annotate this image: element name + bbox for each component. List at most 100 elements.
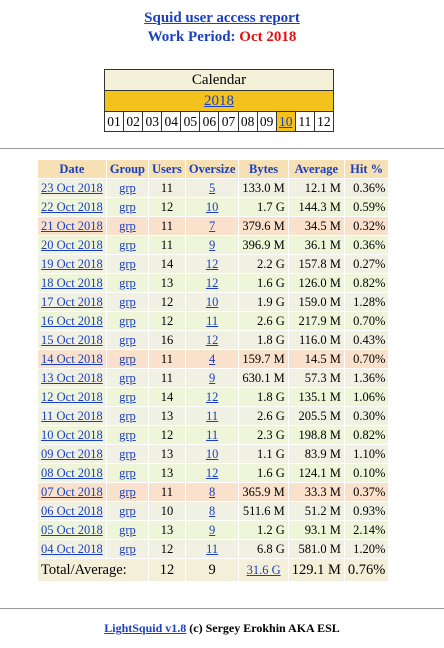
date-cell[interactable]: 05 Oct 2018 [38, 521, 106, 539]
oversize-cell[interactable]: 9 [185, 369, 239, 387]
oversize-link[interactable]: 12 [205, 256, 219, 271]
oversize-cell[interactable]: 12 [185, 331, 239, 349]
group-link[interactable]: grp [119, 541, 136, 556]
date-cell[interactable]: 12 Oct 2018 [38, 388, 106, 406]
oversize-cell[interactable]: 11 [185, 312, 239, 330]
date-link[interactable]: 07 Oct 2018 [41, 484, 103, 499]
date-link[interactable]: 21 Oct 2018 [41, 218, 103, 233]
date-cell[interactable]: 10 Oct 2018 [38, 426, 106, 444]
group-cell[interactable]: grp [106, 426, 149, 444]
group-link[interactable]: grp [119, 313, 136, 328]
date-cell[interactable]: 11 Oct 2018 [38, 407, 106, 425]
date-link[interactable]: 15 Oct 2018 [41, 332, 103, 347]
group-link[interactable]: grp [119, 408, 136, 423]
oversize-cell[interactable]: 12 [185, 255, 239, 273]
oversize-link[interactable]: 11 [206, 541, 219, 556]
date-cell[interactable]: 06 Oct 2018 [38, 502, 106, 520]
oversize-link[interactable]: 12 [205, 275, 219, 290]
oversize-cell[interactable]: 11 [185, 426, 239, 444]
group-link[interactable]: grp [119, 465, 136, 480]
date-cell[interactable]: 09 Oct 2018 [38, 445, 106, 463]
group-cell[interactable]: grp [106, 198, 149, 216]
oversize-link[interactable]: 5 [209, 180, 216, 195]
oversize-cell[interactable]: 8 [185, 502, 239, 520]
group-cell[interactable]: grp [106, 255, 149, 273]
oversize-link[interactable]: 11 [206, 427, 219, 442]
group-cell[interactable]: grp [106, 407, 149, 425]
group-cell[interactable]: grp [106, 388, 149, 406]
group-cell[interactable]: grp [106, 236, 149, 254]
total-bytes[interactable]: 31.6 G [239, 559, 288, 581]
group-link[interactable]: grp [119, 484, 136, 499]
group-cell[interactable]: grp [106, 217, 149, 235]
group-link[interactable]: grp [119, 218, 136, 233]
date-link[interactable]: 06 Oct 2018 [41, 503, 103, 518]
group-cell[interactable]: grp [106, 179, 149, 197]
date-cell[interactable]: 21 Oct 2018 [38, 217, 106, 235]
group-link[interactable]: grp [119, 237, 136, 252]
date-cell[interactable]: 19 Oct 2018 [38, 255, 106, 273]
date-cell[interactable]: 22 Oct 2018 [38, 198, 106, 216]
date-cell[interactable]: 18 Oct 2018 [38, 274, 106, 292]
group-cell[interactable]: grp [106, 312, 149, 330]
oversize-cell[interactable]: 5 [185, 179, 239, 197]
oversize-link[interactable]: 12 [205, 332, 219, 347]
date-link[interactable]: 04 Oct 2018 [41, 541, 103, 556]
oversize-link[interactable]: 12 [205, 389, 219, 404]
oversize-link[interactable]: 4 [209, 351, 216, 366]
oversize-link[interactable]: 8 [209, 484, 216, 499]
oversize-link[interactable]: 8 [209, 503, 216, 518]
oversize-cell[interactable]: 11 [185, 407, 239, 425]
date-cell[interactable]: 17 Oct 2018 [38, 293, 106, 311]
group-link[interactable]: grp [119, 275, 136, 290]
date-link[interactable]: 22 Oct 2018 [41, 199, 103, 214]
group-link[interactable]: grp [119, 256, 136, 271]
group-cell[interactable]: grp [106, 540, 149, 558]
oversize-link[interactable]: 10 [205, 294, 219, 309]
oversize-cell[interactable]: 8 [185, 483, 239, 501]
date-link[interactable]: 08 Oct 2018 [41, 465, 103, 480]
group-link[interactable]: grp [119, 180, 136, 195]
date-link[interactable]: 17 Oct 2018 [41, 294, 103, 309]
group-link[interactable]: grp [119, 503, 136, 518]
date-cell[interactable]: 14 Oct 2018 [38, 350, 106, 368]
date-cell[interactable]: 16 Oct 2018 [38, 312, 106, 330]
date-link[interactable]: 23 Oct 2018 [41, 180, 103, 195]
date-link[interactable]: 12 Oct 2018 [41, 389, 103, 404]
oversize-cell[interactable]: 7 [185, 217, 239, 235]
oversize-link[interactable]: 10 [205, 199, 219, 214]
date-cell[interactable]: 08 Oct 2018 [38, 464, 106, 482]
date-cell[interactable]: 20 Oct 2018 [38, 236, 106, 254]
group-cell[interactable]: grp [106, 521, 149, 539]
report-title-link[interactable]: Squid user access report [144, 10, 300, 26]
group-cell[interactable]: grp [106, 464, 149, 482]
group-link[interactable]: grp [119, 389, 136, 404]
group-link[interactable]: grp [119, 332, 136, 347]
oversize-cell[interactable]: 9 [185, 236, 239, 254]
group-cell[interactable]: grp [106, 445, 149, 463]
oversize-cell[interactable]: 12 [185, 274, 239, 292]
total-bytes-link[interactable]: 31.6 G [246, 562, 281, 577]
date-link[interactable]: 11 Oct 2018 [41, 408, 103, 423]
date-cell[interactable]: 23 Oct 2018 [38, 179, 106, 197]
date-cell[interactable]: 15 Oct 2018 [38, 331, 106, 349]
group-link[interactable]: grp [119, 522, 136, 537]
date-link[interactable]: 14 Oct 2018 [41, 351, 103, 366]
date-link[interactable]: 05 Oct 2018 [41, 522, 103, 537]
date-link[interactable]: 09 Oct 2018 [41, 446, 103, 461]
group-cell[interactable]: grp [106, 350, 149, 368]
oversize-cell[interactable]: 4 [185, 350, 239, 368]
group-link[interactable]: grp [119, 199, 136, 214]
oversize-cell[interactable]: 10 [185, 445, 239, 463]
date-cell[interactable]: 13 Oct 2018 [38, 369, 106, 387]
oversize-link[interactable]: 11 [206, 408, 219, 423]
lightsquid-link[interactable]: LightSquid v1.8 [104, 621, 187, 635]
calendar-month-10[interactable]: 10 [276, 112, 296, 131]
group-cell[interactable]: grp [106, 483, 149, 501]
group-link[interactable]: grp [119, 351, 136, 366]
date-link[interactable]: 16 Oct 2018 [41, 313, 103, 328]
group-cell[interactable]: grp [106, 274, 149, 292]
oversize-link[interactable]: 11 [206, 313, 219, 328]
oversize-cell[interactable]: 12 [185, 464, 239, 482]
group-link[interactable]: grp [119, 294, 136, 309]
